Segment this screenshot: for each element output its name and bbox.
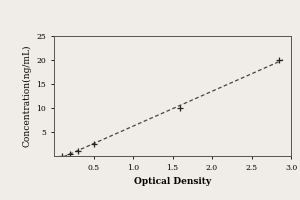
X-axis label: Optical Density: Optical Density [134,177,211,186]
Y-axis label: Concentration(ng/mL): Concentration(ng/mL) [22,45,31,147]
